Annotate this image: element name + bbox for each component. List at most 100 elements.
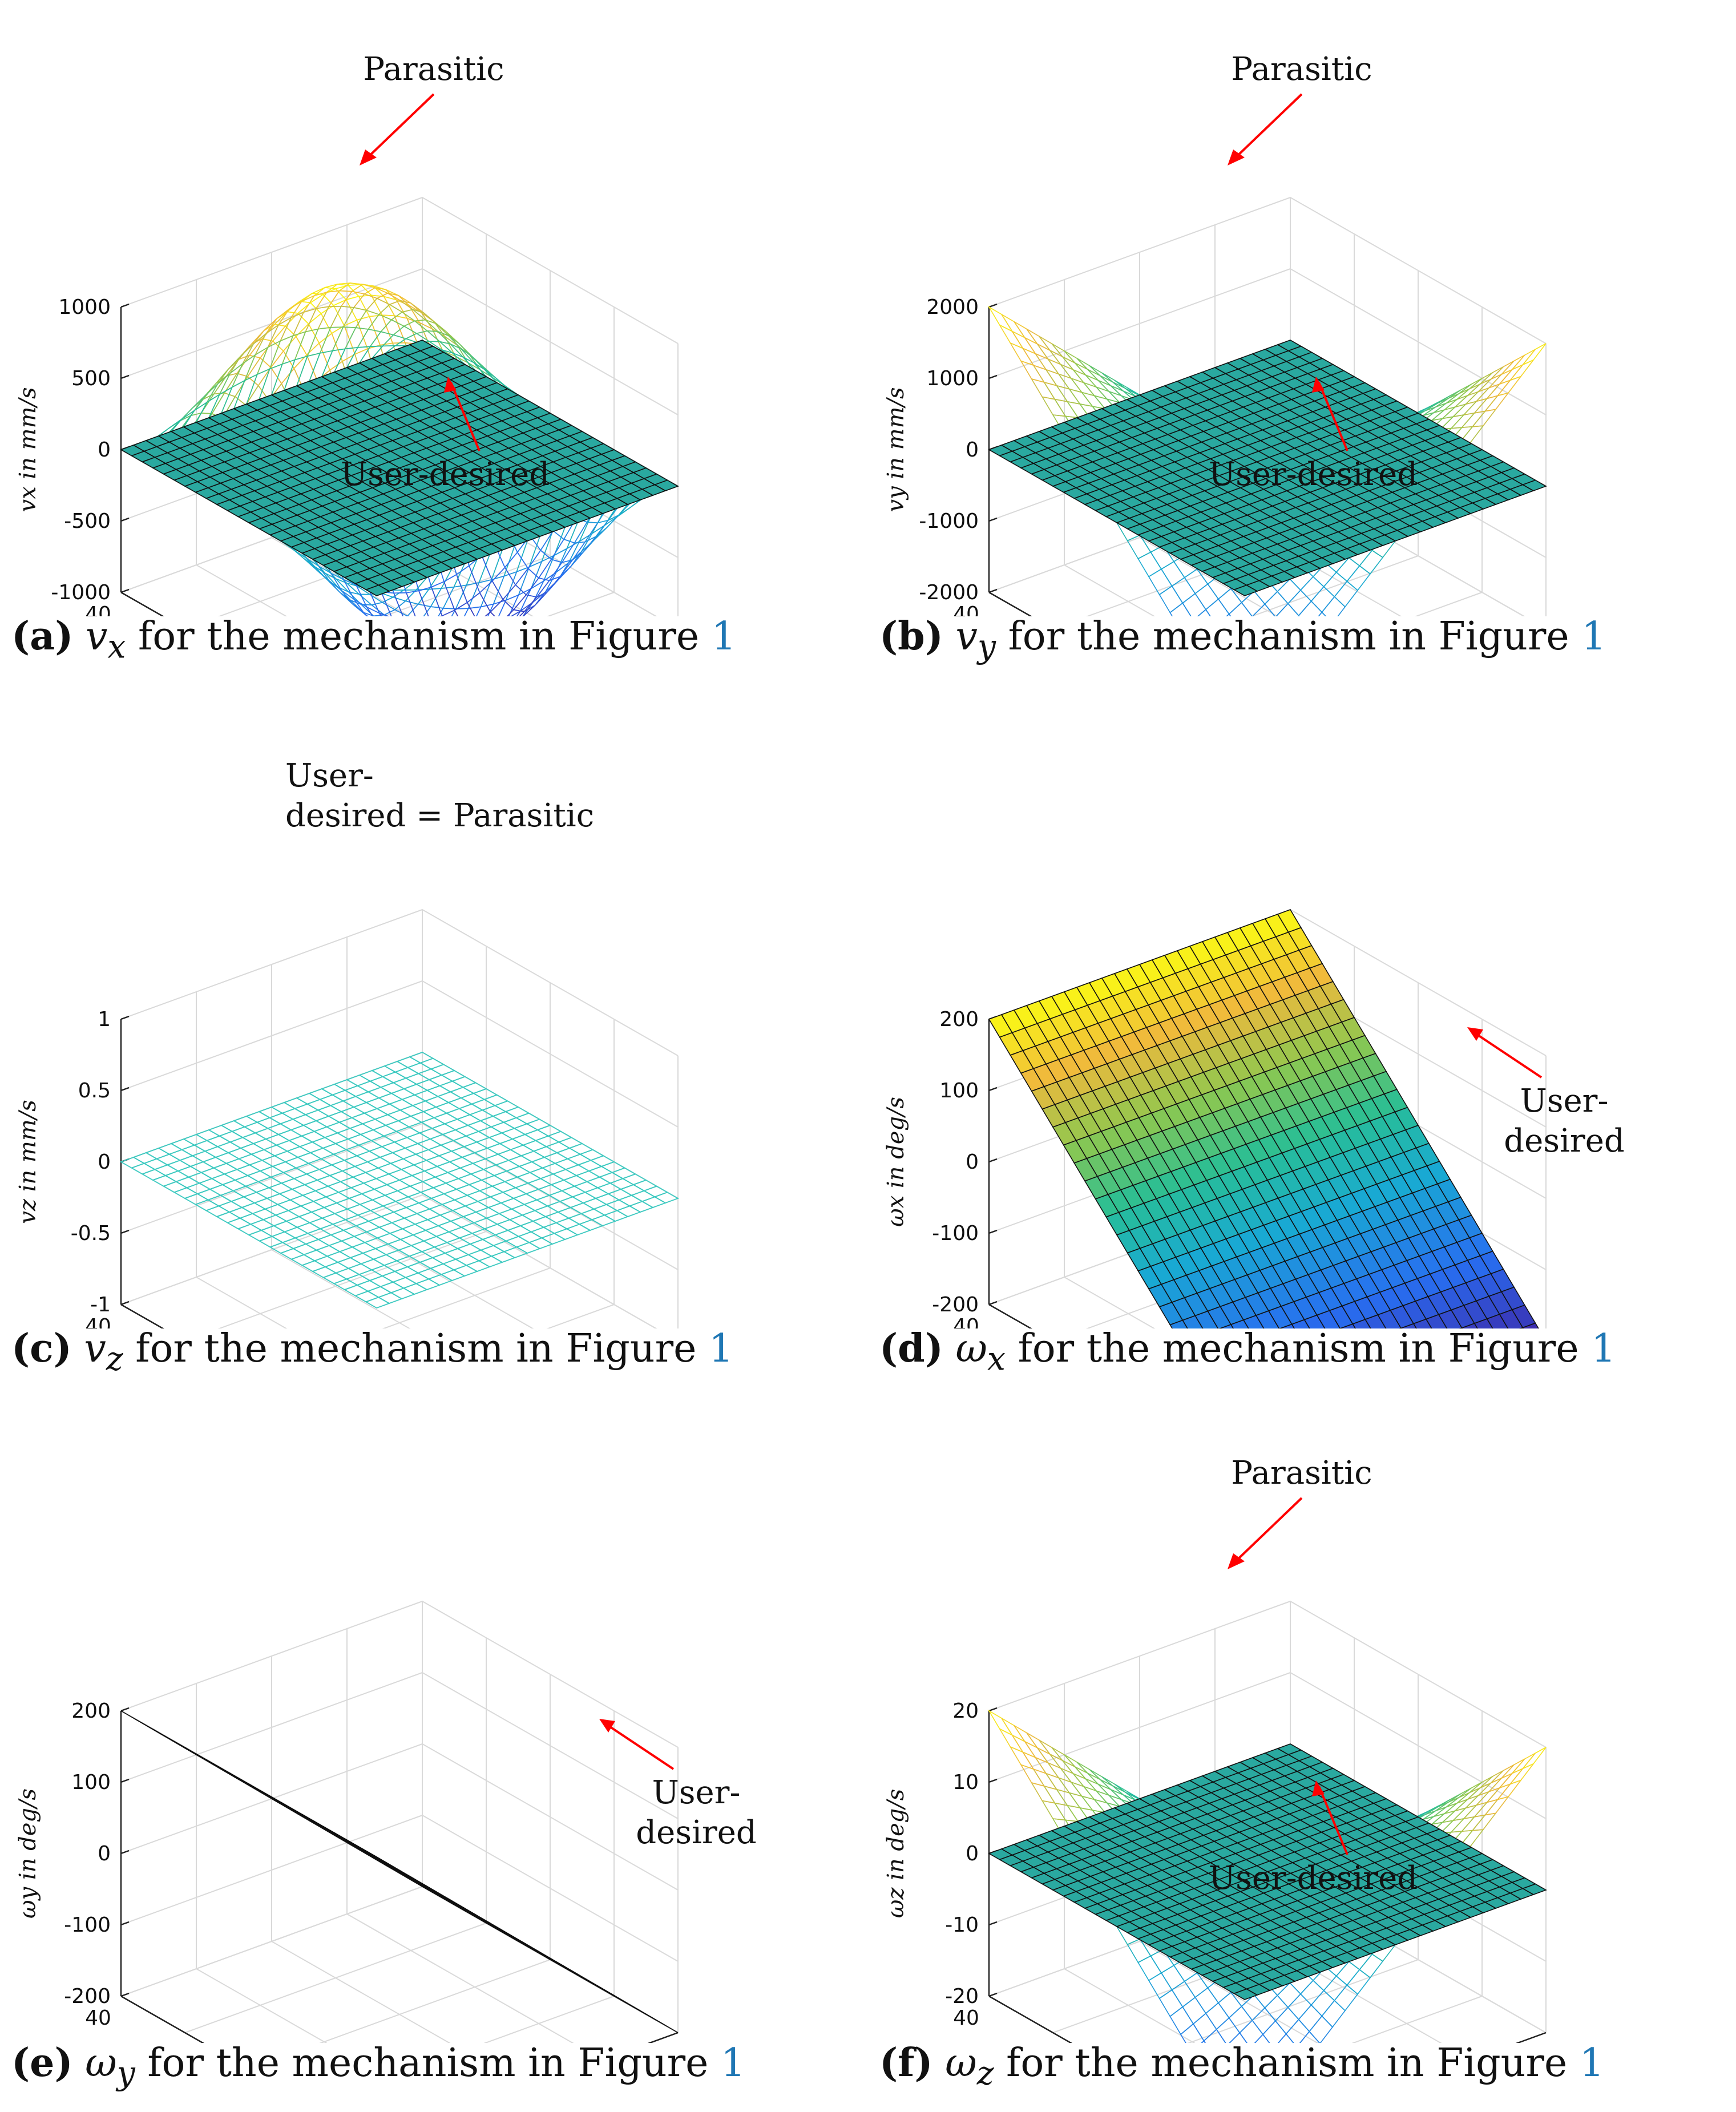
surface-cell: [483, 1223, 510, 1235]
surface-cell: [226, 1217, 252, 1230]
grid-line: [120, 1814, 679, 1962]
surface-cell: [449, 1087, 475, 1099]
surface-cell: [528, 1237, 554, 1249]
surface-cell: [413, 1089, 439, 1102]
surface-cell: [241, 1132, 268, 1144]
surface-cell: [487, 1202, 513, 1214]
surface-cell: [278, 1189, 304, 1201]
surface-cell: [245, 1111, 271, 1123]
z-tick: [120, 374, 130, 379]
figure-link[interactable]: 1: [708, 1326, 734, 1371]
surface-cell: [641, 1196, 667, 1208]
z-tick-label: 0.5: [78, 1079, 111, 1103]
surfaces: [988, 909, 1539, 1328]
surface-cell: [466, 1190, 492, 1202]
figure-link[interactable]: 1: [1581, 614, 1606, 659]
grid-line: [988, 1600, 1547, 1748]
surface-cell: [367, 1216, 393, 1228]
surface-cell: [340, 1235, 366, 1248]
z-tick-label: 1: [98, 1008, 111, 1031]
figure-link[interactable]: 1: [711, 614, 736, 659]
chart-b: 200010000-1000-200040200-20-40-40-200204…: [883, 51, 1547, 616]
surface-cell: [391, 1148, 417, 1160]
surface-cell: [621, 1173, 648, 1185]
surface-cell: [349, 1123, 375, 1135]
surface-cell: [464, 1201, 490, 1213]
surface-cell: [404, 1272, 430, 1285]
surface-cell: [302, 1120, 328, 1132]
surface-cell: [193, 1140, 219, 1152]
surface-cell: [358, 1269, 384, 1281]
grid-line: [120, 1671, 679, 1819]
surface-cell: [494, 1230, 520, 1242]
surface-cell: [566, 1223, 592, 1235]
surface-cell: [350, 1182, 376, 1194]
grid-line: [346, 1913, 574, 2043]
surface-cell: [1158, 585, 1184, 613]
surface-cell: [1062, 1760, 1086, 1779]
figure-link[interactable]: 1: [721, 2041, 746, 2086]
surface-cell: [285, 1216, 311, 1228]
surface-cell: [564, 1164, 591, 1176]
surface-cell: [367, 1087, 393, 1099]
surface-cell: [294, 1233, 320, 1245]
z-tick: [988, 374, 998, 379]
surface-cell: [418, 1257, 445, 1269]
user-desired-arrowhead: [599, 1719, 615, 1733]
surface-cell: [434, 1102, 461, 1114]
grid-line: [271, 1249, 411, 1328]
z-axis-label: ωx in deg/s: [883, 1097, 909, 1227]
surface-cell: [395, 1056, 422, 1068]
surface-cell: [1473, 395, 1499, 414]
surface-cell: [376, 1233, 402, 1245]
surface-cell: [1321, 2000, 1346, 2028]
surface-cell: [504, 1107, 530, 1118]
surface-cell: [454, 1254, 481, 1266]
surface-cell: [292, 1243, 318, 1255]
surface-cell: [274, 1210, 301, 1222]
surface-cell: [1496, 375, 1523, 397]
surface-cell: [435, 1161, 462, 1173]
surface-cell: [1309, 2015, 1334, 2043]
surface-cell: [223, 1169, 249, 1181]
surface-cell: [303, 1180, 329, 1192]
surface-cell: [987, 1709, 1014, 1737]
surface-cell: [562, 1175, 588, 1187]
user-desired-arrow: [604, 1722, 675, 1770]
surface-cell: [505, 1166, 531, 1178]
theta-tick-label: 40: [953, 603, 979, 616]
surface-cell: [499, 1198, 526, 1210]
theta-tick-label: 40: [953, 2006, 979, 2030]
z-tick: [120, 1921, 130, 1926]
surface-cell: [520, 1150, 546, 1162]
surface-cell: [383, 1061, 409, 1073]
caption-letter: (e): [11, 2040, 73, 2086]
surface-cell: [526, 1118, 552, 1130]
surface-cell: [558, 1137, 584, 1149]
annotation-line-1: User-: [285, 757, 374, 794]
surface-cell: [369, 1205, 395, 1217]
z-tick: [988, 1921, 998, 1926]
surface-cell: [611, 1167, 637, 1180]
grid-line: [271, 537, 411, 616]
surface-cell: [356, 1080, 382, 1093]
surface-cell: [617, 1194, 644, 1207]
surface-cell: [580, 1208, 606, 1221]
surface-cell: [207, 1125, 233, 1137]
surface-cell: [423, 1166, 449, 1178]
surface-cell: [182, 1134, 208, 1146]
surface-cell: [360, 1258, 386, 1271]
user-desired-arrow: [1318, 382, 1349, 451]
surface-cell: [363, 1108, 389, 1120]
surface-cell: [395, 298, 421, 324]
grid-line: [1139, 1941, 1319, 2043]
surface-cell: [371, 1194, 397, 1207]
surface-cell: [1346, 1969, 1371, 1995]
figure-link[interactable]: 1: [1591, 1326, 1616, 1371]
surface-cell: [402, 1153, 428, 1166]
surface-cell: [486, 1143, 512, 1155]
surface-cell: [410, 1240, 436, 1253]
surface-cell: [324, 1262, 350, 1274]
